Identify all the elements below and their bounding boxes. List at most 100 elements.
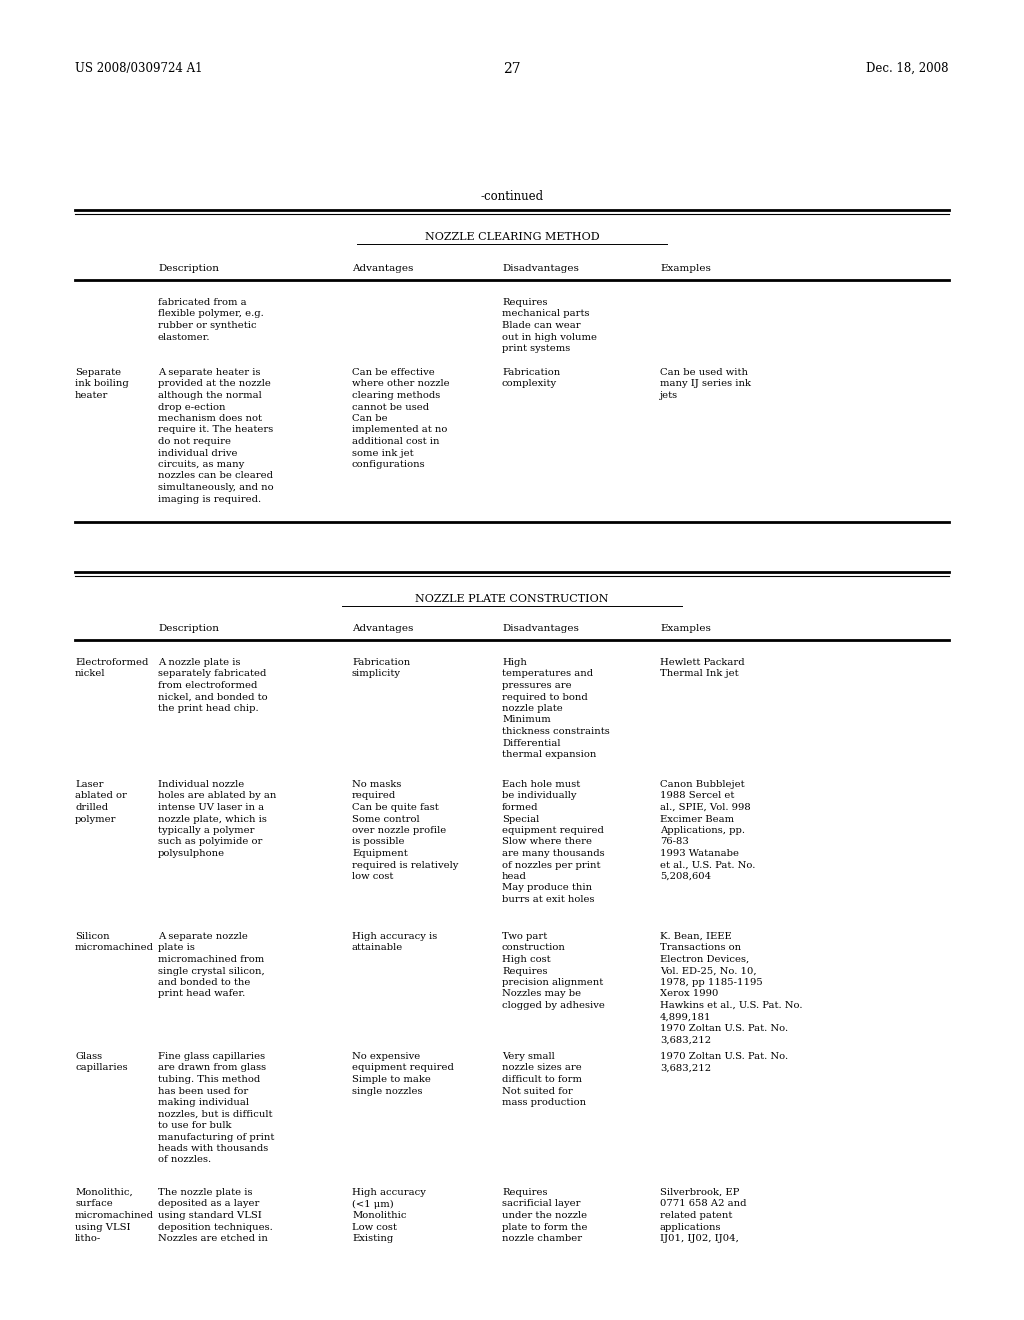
Text: Individual nozzle: Individual nozzle [158, 780, 245, 789]
Text: Can be: Can be [352, 414, 388, 422]
Text: Advantages: Advantages [352, 624, 414, 634]
Text: Hawkins et al., U.S. Pat. No.: Hawkins et al., U.S. Pat. No. [660, 1001, 803, 1010]
Text: heads with thousands: heads with thousands [158, 1144, 268, 1152]
Text: of nozzles.: of nozzles. [158, 1155, 211, 1164]
Text: Electron Devices,: Electron Devices, [660, 954, 750, 964]
Text: 1993 Watanabe: 1993 Watanabe [660, 849, 739, 858]
Text: holes are ablated by an: holes are ablated by an [158, 792, 276, 800]
Text: individual drive: individual drive [158, 449, 238, 458]
Text: nickel: nickel [75, 669, 105, 678]
Text: intense UV laser in a: intense UV laser in a [158, 803, 264, 812]
Text: Not suited for: Not suited for [502, 1086, 572, 1096]
Text: High accuracy: High accuracy [352, 1188, 426, 1197]
Text: temperatures and: temperatures and [502, 669, 593, 678]
Text: Monolithic: Monolithic [352, 1210, 407, 1220]
Text: over nozzle profile: over nozzle profile [352, 826, 446, 836]
Text: 5,208,604: 5,208,604 [660, 873, 711, 880]
Text: micromachined from: micromachined from [158, 954, 264, 964]
Text: Two part: Two part [502, 932, 547, 941]
Text: nozzles, but is difficult: nozzles, but is difficult [158, 1110, 272, 1118]
Text: 1970 Zoltan U.S. Pat. No.: 1970 Zoltan U.S. Pat. No. [660, 1024, 788, 1034]
Text: Simple to make: Simple to make [352, 1074, 431, 1084]
Text: Equipment: Equipment [352, 849, 408, 858]
Text: Hewlett Packard: Hewlett Packard [660, 657, 744, 667]
Text: Separate: Separate [75, 368, 121, 378]
Text: ink boiling: ink boiling [75, 380, 129, 388]
Text: High accuracy is: High accuracy is [352, 932, 437, 941]
Text: single nozzles: single nozzles [352, 1086, 423, 1096]
Text: nickel, and bonded to: nickel, and bonded to [158, 693, 267, 701]
Text: required: required [352, 792, 396, 800]
Text: No masks: No masks [352, 780, 401, 789]
Text: mass production: mass production [502, 1098, 586, 1107]
Text: are many thousands: are many thousands [502, 849, 604, 858]
Text: Advantages: Advantages [352, 264, 414, 273]
Text: Canon Bubblejet: Canon Bubblejet [660, 780, 744, 789]
Text: low cost: low cost [352, 873, 393, 880]
Text: NOZZLE PLATE CONSTRUCTION: NOZZLE PLATE CONSTRUCTION [416, 594, 608, 605]
Text: are drawn from glass: are drawn from glass [158, 1064, 266, 1072]
Text: additional cost in: additional cost in [352, 437, 439, 446]
Text: A nozzle plate is: A nozzle plate is [158, 657, 241, 667]
Text: such as polyimide or: such as polyimide or [158, 837, 262, 846]
Text: 0771 658 A2 and: 0771 658 A2 and [660, 1200, 746, 1209]
Text: Blade can wear: Blade can wear [502, 321, 581, 330]
Text: manufacturing of print: manufacturing of print [158, 1133, 274, 1142]
Text: No expensive: No expensive [352, 1052, 420, 1061]
Text: using standard VLSI: using standard VLSI [158, 1210, 262, 1220]
Text: imaging is required.: imaging is required. [158, 495, 261, 503]
Text: Disadvantages: Disadvantages [502, 624, 579, 634]
Text: nozzle plate: nozzle plate [502, 704, 563, 713]
Text: Nozzles are etched in: Nozzles are etched in [158, 1234, 268, 1243]
Text: Silverbrook, EP: Silverbrook, EP [660, 1188, 739, 1197]
Text: fabricated from a: fabricated from a [158, 298, 247, 308]
Text: provided at the nozzle: provided at the nozzle [158, 380, 271, 388]
Text: Requires: Requires [502, 298, 548, 308]
Text: Slow where there: Slow where there [502, 837, 592, 846]
Text: 3,683,212: 3,683,212 [660, 1064, 711, 1072]
Text: 1970 Zoltan U.S. Pat. No.: 1970 Zoltan U.S. Pat. No. [660, 1052, 788, 1061]
Text: Monolithic,: Monolithic, [75, 1188, 133, 1197]
Text: micromachined: micromachined [75, 944, 154, 953]
Text: High: High [502, 657, 527, 667]
Text: Each hole must: Each hole must [502, 780, 581, 789]
Text: Silicon: Silicon [75, 932, 110, 941]
Text: print head wafer.: print head wafer. [158, 990, 246, 998]
Text: Description: Description [158, 264, 219, 273]
Text: many IJ series ink: many IJ series ink [660, 380, 751, 388]
Text: mechanical parts: mechanical parts [502, 309, 590, 318]
Text: is possible: is possible [352, 837, 404, 846]
Text: Requires: Requires [502, 1188, 548, 1197]
Text: require it. The heaters: require it. The heaters [158, 425, 273, 434]
Text: US 2008/0309724 A1: US 2008/0309724 A1 [75, 62, 203, 75]
Text: implemented at no: implemented at no [352, 425, 447, 434]
Text: 3,683,212: 3,683,212 [660, 1035, 711, 1044]
Text: Differential: Differential [502, 738, 560, 747]
Text: Vol. ED-25, No. 10,: Vol. ED-25, No. 10, [660, 966, 757, 975]
Text: circuits, as many: circuits, as many [158, 459, 245, 469]
Text: A separate nozzle: A separate nozzle [158, 932, 248, 941]
Text: typically a polymer: typically a polymer [158, 826, 255, 836]
Text: burrs at exit holes: burrs at exit holes [502, 895, 595, 904]
Text: thermal expansion: thermal expansion [502, 750, 596, 759]
Text: thickness constraints: thickness constraints [502, 727, 609, 737]
Text: plate to form the: plate to form the [502, 1222, 588, 1232]
Text: to use for bulk: to use for bulk [158, 1121, 231, 1130]
Text: heater: heater [75, 391, 109, 400]
Text: micromachined: micromachined [75, 1210, 154, 1220]
Text: head: head [502, 873, 527, 880]
Text: rubber or synthetic: rubber or synthetic [158, 321, 257, 330]
Text: A separate heater is: A separate heater is [158, 368, 260, 378]
Text: sacrificial layer: sacrificial layer [502, 1200, 581, 1209]
Text: NOZZLE CLEARING METHOD: NOZZLE CLEARING METHOD [425, 232, 599, 242]
Text: Very small: Very small [502, 1052, 555, 1061]
Text: the print head chip.: the print head chip. [158, 704, 259, 713]
Text: elastomer.: elastomer. [158, 333, 211, 342]
Text: Can be quite fast: Can be quite fast [352, 803, 438, 812]
Text: 27: 27 [503, 62, 521, 77]
Text: 1978, pp 1185-1195: 1978, pp 1185-1195 [660, 978, 763, 987]
Text: Minimum: Minimum [502, 715, 551, 725]
Text: nozzle plate, which is: nozzle plate, which is [158, 814, 267, 824]
Text: Electroformed: Electroformed [75, 657, 148, 667]
Text: equipment required: equipment required [502, 826, 604, 836]
